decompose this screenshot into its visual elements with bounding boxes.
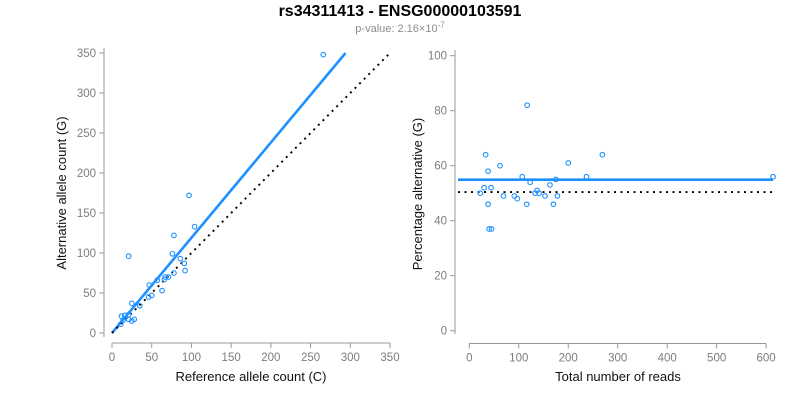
data-point <box>523 201 530 208</box>
y-tick-label: 150 <box>77 208 96 220</box>
right-chart: 0 100 200 300 400 500 600 0 20 40 60 80 100 Total num… <box>410 50 776 384</box>
data-point <box>320 51 327 58</box>
data-point <box>485 201 491 208</box>
y-tick-label: 0 <box>90 328 96 340</box>
data-point <box>177 255 184 262</box>
data-point <box>565 160 572 166</box>
x-tick-label: 200 <box>261 352 280 364</box>
x-tick-label: 0 <box>109 352 115 364</box>
data-point <box>488 184 494 191</box>
data-point <box>514 195 521 202</box>
data-point <box>171 270 177 276</box>
x-tick-label: 0 <box>466 353 472 365</box>
data-point <box>583 173 590 180</box>
data-point <box>171 232 177 239</box>
identity-line <box>111 52 391 334</box>
data-point <box>477 190 484 197</box>
data-point <box>527 179 533 186</box>
x-tick-label: 100 <box>182 352 201 364</box>
x-tick-label: 200 <box>559 353 578 365</box>
x-tick-label: 250 <box>301 352 320 364</box>
data-point <box>129 300 135 307</box>
data-point <box>154 277 161 284</box>
x-tick-label: 100 <box>509 353 528 365</box>
data-point <box>186 192 192 199</box>
data-point <box>482 151 489 158</box>
y-tick-label: 50 <box>83 288 96 300</box>
regression-line <box>111 52 347 334</box>
data-point <box>169 250 176 257</box>
p-value-text: p-value: 2.16×10 <box>355 23 438 35</box>
data-point <box>485 168 491 175</box>
data-point <box>117 321 124 328</box>
data-point <box>500 193 507 199</box>
y-tick-label: 100 <box>428 51 447 63</box>
y-axis-title: Alternative allele count (G) <box>54 116 69 269</box>
y-tick-label: 80 <box>434 106 447 118</box>
data-point <box>125 253 132 260</box>
data-point <box>550 201 557 208</box>
y-tick-label: 300 <box>77 88 96 100</box>
y-tick-label: 20 <box>434 271 447 283</box>
x-tick-label: 400 <box>658 353 677 365</box>
data-point <box>191 223 198 230</box>
data-point <box>554 193 561 199</box>
data-point <box>542 193 548 199</box>
data-point <box>182 267 188 274</box>
y-tick-label: 40 <box>434 216 447 228</box>
x-tick-label: 50 <box>145 352 158 364</box>
data-point <box>536 190 542 197</box>
x-axis-title: Total number of reads <box>555 369 681 384</box>
x-tick-label: 300 <box>341 352 360 364</box>
y-axis-title: Percentage alternative (G) <box>410 118 425 270</box>
y-tick-label: 350 <box>77 48 96 60</box>
p-value-exponent: -7 <box>437 20 445 30</box>
data-point <box>131 316 138 323</box>
x-tick-label: 150 <box>222 352 241 364</box>
figure-title: rs34311413 - ENSG00000103591 <box>278 3 522 20</box>
data-point <box>519 173 526 180</box>
y-tick-label: 60 <box>434 161 447 173</box>
data-point <box>770 173 776 180</box>
y-tick-label: 0 <box>441 326 447 338</box>
data-point <box>146 282 153 288</box>
data-point <box>486 226 492 232</box>
data-point <box>488 226 495 232</box>
y-tick-label: 200 <box>77 168 96 180</box>
data-point <box>547 182 553 188</box>
x-tick-label: 500 <box>707 353 726 365</box>
y-tick-label: 100 <box>77 248 96 260</box>
x-axis-title: Reference allele count (C) <box>175 369 326 384</box>
data-point <box>524 102 531 109</box>
data-point <box>497 162 503 169</box>
x-tick-label: 350 <box>380 352 399 364</box>
data-point <box>481 184 487 191</box>
left-chart: 0 50 100 150 200 250 300 350 0 50 100 150 200 250 300 3… <box>54 48 400 384</box>
data-point <box>159 287 165 294</box>
data-point <box>162 274 169 280</box>
data-point <box>136 302 143 309</box>
y-tick-label: 250 <box>77 128 96 140</box>
data-point <box>553 176 559 183</box>
data-point <box>148 292 155 299</box>
data-point <box>181 260 188 267</box>
data-point <box>118 313 125 320</box>
data-point <box>165 274 172 280</box>
figure-subtitle: p-value: 2.16×10-7 <box>0 20 800 35</box>
x-tick-label: 600 <box>757 353 776 365</box>
data-point <box>599 151 606 158</box>
x-tick-label: 300 <box>608 353 627 365</box>
